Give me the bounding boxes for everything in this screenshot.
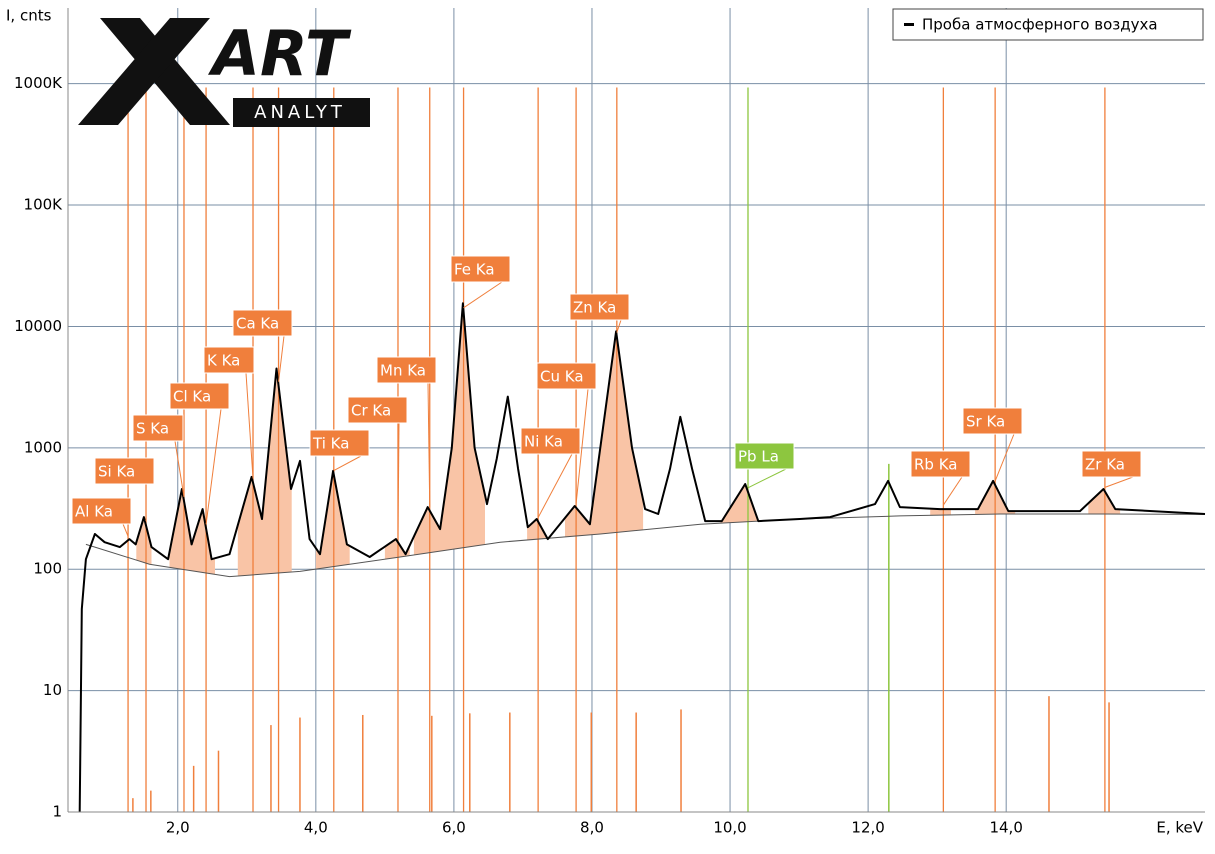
peak-label: Rb Ka: [914, 456, 957, 474]
y-tick-label: 100: [33, 560, 62, 578]
peak-label: Sr Ka: [966, 413, 1005, 431]
peak-label: Fe Ka: [454, 261, 495, 279]
y-tick-label: 1000K: [14, 74, 63, 92]
y-tick-label: 1: [52, 803, 62, 821]
y-tick-label: 1000: [24, 438, 62, 456]
peak-label: S Ka: [136, 420, 169, 438]
logo-text: ANALYT: [254, 102, 346, 123]
peak-label: Ca Ka: [236, 315, 279, 333]
legend: Проба атмосферного воздуха: [893, 9, 1203, 40]
x-tick-label: 12,0: [851, 819, 884, 837]
x-tick-label: 4,0: [304, 819, 328, 837]
logo-mark: ART: [207, 17, 352, 90]
peak-label: Zr Ka: [1085, 456, 1125, 474]
y-tick-label: 10000: [14, 317, 62, 335]
y-tick-label: 10: [43, 681, 62, 699]
y-axis-label: I, cnts: [6, 7, 52, 25]
peak-label: Al Ka: [75, 503, 113, 521]
peak-label: K Ka: [207, 352, 240, 370]
x-tick-label: 14,0: [989, 819, 1022, 837]
peak-label: Cr Ka: [351, 402, 391, 420]
x-tick-label: 10,0: [713, 819, 746, 837]
y-tick-label: 100K: [24, 196, 64, 214]
peak-label: Ni Ka: [524, 433, 563, 451]
peak-label: Si Ka: [98, 463, 135, 481]
peak-label: Mn Ka: [380, 362, 426, 380]
x-tick-label: 8,0: [580, 819, 604, 837]
peak-label: Pb La: [738, 448, 779, 466]
legend-label: Проба атмосферного воздуха: [922, 16, 1158, 34]
x-tick-label: 2,0: [166, 819, 190, 837]
peak-label: Zn Ka: [573, 299, 616, 317]
peak-label: Ti Ka: [312, 435, 349, 453]
peak-label: Cl Ka: [173, 388, 211, 406]
legend-swatch: [904, 23, 914, 26]
x-tick-label: 6,0: [442, 819, 466, 837]
x-axis-label: E, keV: [1156, 819, 1203, 837]
peak-label: Cu Ka: [540, 368, 584, 386]
